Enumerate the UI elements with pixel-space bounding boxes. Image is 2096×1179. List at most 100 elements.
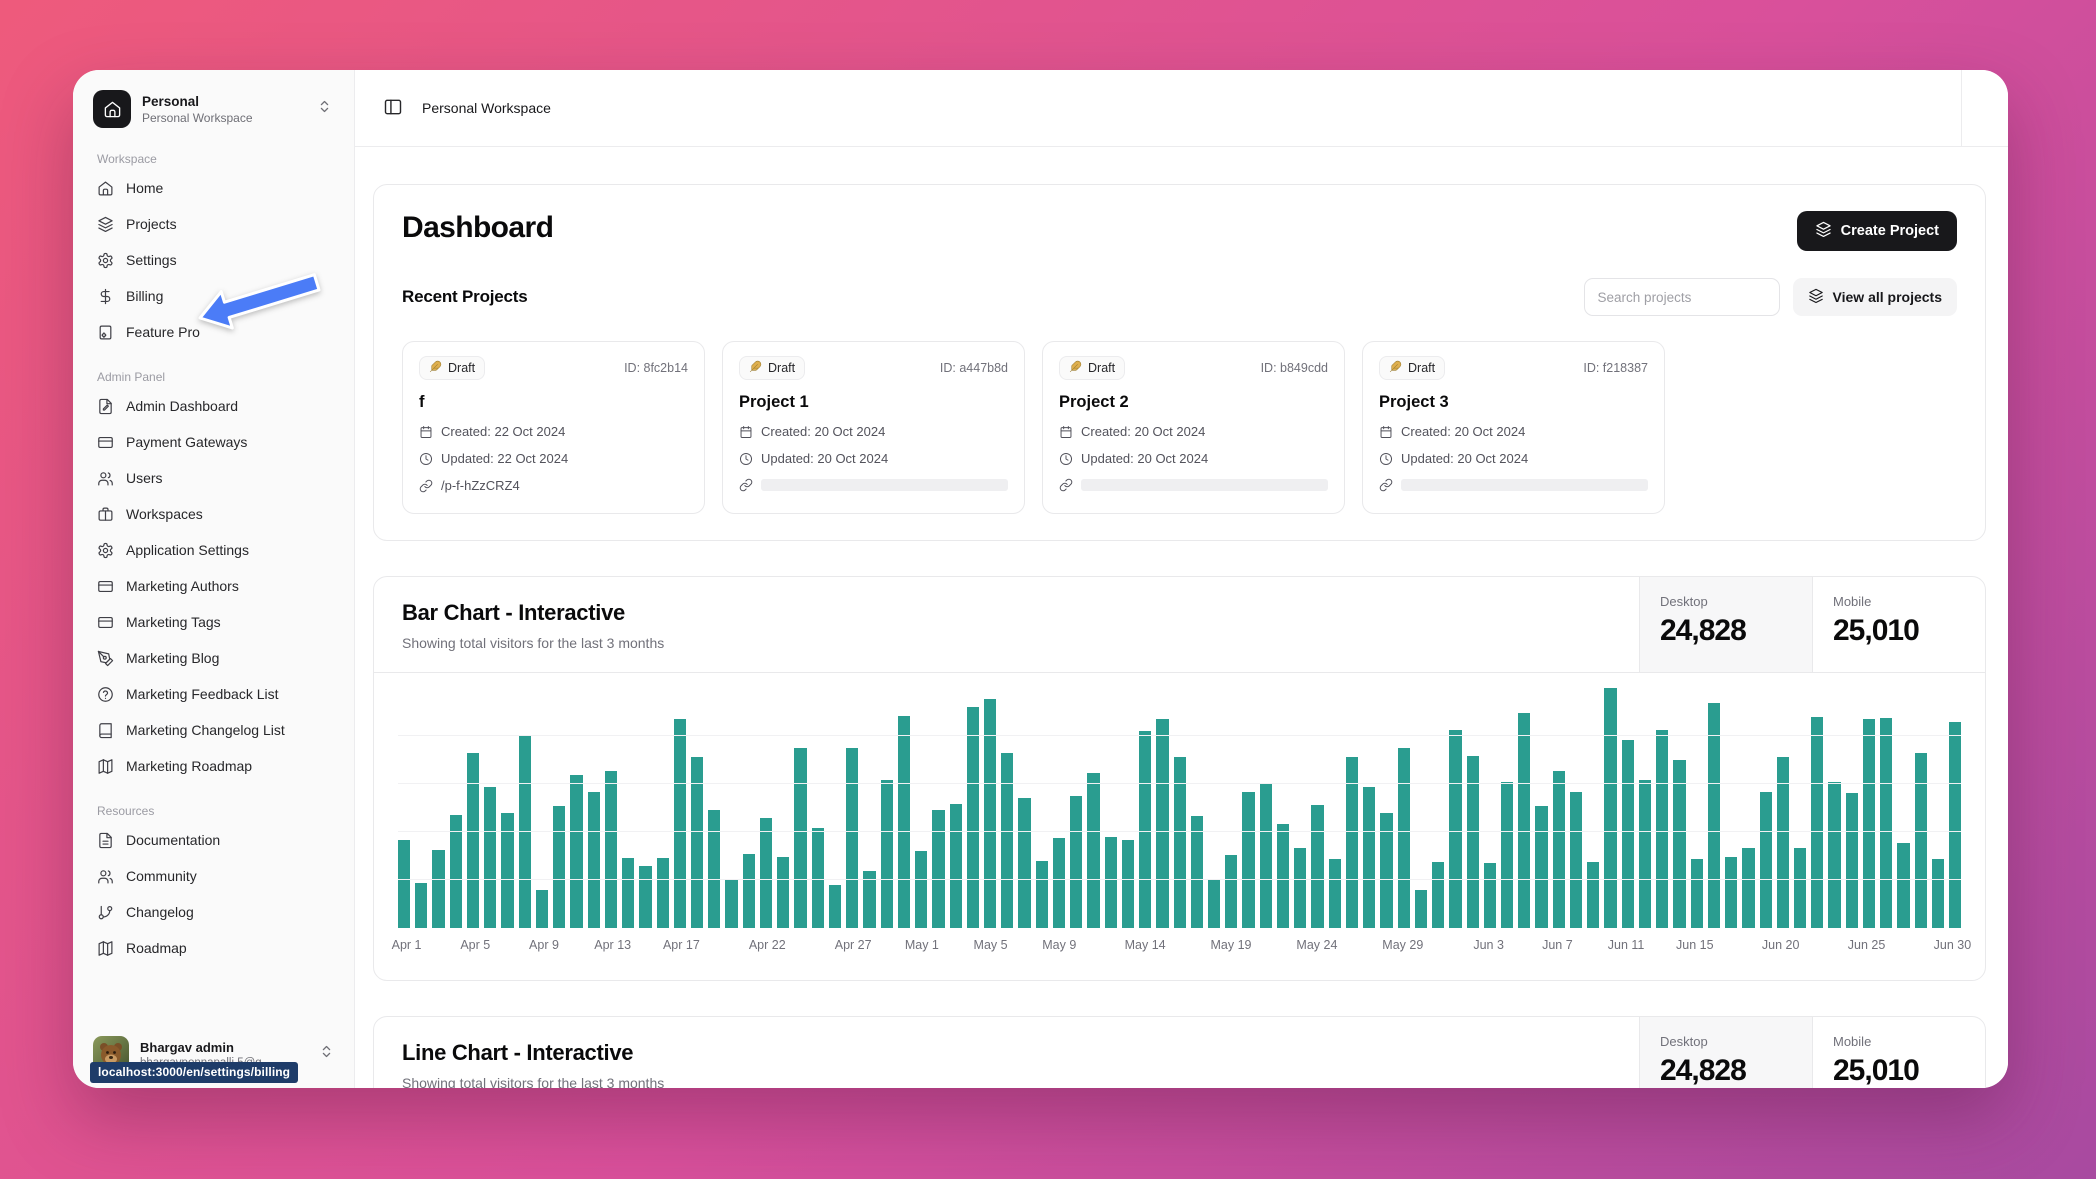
bar[interactable] [449, 814, 462, 928]
bar[interactable] [846, 748, 859, 928]
bar[interactable] [535, 890, 549, 928]
bar[interactable] [466, 753, 480, 928]
bar[interactable] [484, 786, 497, 928]
bar[interactable] [1690, 858, 1703, 928]
sidebar-item-projects[interactable]: Projects [89, 206, 338, 242]
project-link[interactable]: /p-f-hZzCRZ4 [441, 478, 520, 493]
bar[interactable] [1242, 792, 1255, 928]
bar[interactable] [604, 770, 618, 928]
bar[interactable] [1621, 739, 1634, 928]
bar[interactable] [1931, 858, 1945, 928]
bar[interactable] [725, 878, 738, 928]
workspace-switcher[interactable]: Personal Personal Workspace [89, 86, 338, 132]
bar[interactable] [639, 866, 652, 928]
bar[interactable] [932, 810, 945, 928]
bar[interactable] [690, 757, 704, 928]
bar[interactable] [1811, 717, 1824, 928]
bar[interactable] [1518, 712, 1531, 928]
bar[interactable] [1380, 813, 1393, 928]
sidebar-item-community[interactable]: Community [89, 858, 338, 894]
bar[interactable] [1363, 786, 1376, 928]
sidebar-item-admin-dashboard[interactable]: Admin Dashboard [89, 388, 338, 424]
bar[interactable] [1897, 842, 1910, 928]
stat-toggle-mobile[interactable]: Mobile 25,010 [1812, 577, 1985, 672]
bar[interactable] [1018, 798, 1031, 928]
bar[interactable] [708, 809, 721, 928]
bar[interactable] [1121, 840, 1135, 928]
stat-toggle-mobile[interactable]: Mobile 25,010 [1812, 1017, 1985, 1088]
sidebar-item-feature-pro[interactable]: Feature Pro [89, 314, 338, 350]
bar[interactable] [1638, 780, 1652, 928]
bar[interactable] [1087, 773, 1100, 928]
bar[interactable] [1035, 861, 1048, 928]
sidebar-item-documentation[interactable]: Documentation [89, 822, 338, 858]
bar[interactable] [742, 854, 755, 928]
bar[interactable] [1759, 791, 1772, 928]
stat-toggle-desktop[interactable]: Desktop 24,828 [1639, 1017, 1812, 1088]
sidebar-item-billing[interactable]: Billing [89, 278, 338, 314]
bar[interactable] [398, 840, 411, 928]
bar[interactable] [1397, 747, 1410, 928]
bar[interactable] [1052, 838, 1066, 928]
sidebar-item-home[interactable]: Home [89, 170, 338, 206]
project-card[interactable]: Draft ID: 8fc2b14 f Created: 22 Oct 2024… [402, 341, 705, 514]
bar[interactable] [1862, 719, 1876, 928]
sidebar-item-users[interactable]: Users [89, 460, 338, 496]
bar[interactable] [1880, 718, 1893, 928]
bar[interactable] [1793, 847, 1807, 928]
sidebar-item-marketing-authors[interactable]: Marketing Authors [89, 568, 338, 604]
bar[interactable] [553, 805, 566, 928]
bar[interactable] [1225, 855, 1238, 928]
bar[interactable] [1328, 858, 1341, 928]
bar[interactable] [966, 706, 979, 928]
project-card[interactable]: Draft ID: b849cdd Project 2 Created: 20 … [1042, 341, 1345, 514]
bar[interactable] [811, 828, 824, 928]
sidebar-item-marketing-tags[interactable]: Marketing Tags [89, 604, 338, 640]
create-project-button[interactable]: Create Project [1796, 211, 1957, 251]
bar[interactable] [622, 857, 635, 928]
bar[interactable] [1828, 781, 1841, 928]
bar[interactable] [570, 774, 583, 928]
project-card[interactable]: Draft ID: a447b8d Project 1 Created: 20 … [722, 341, 1025, 514]
sidebar-item-marketing-feedback-list[interactable]: Marketing Feedback List [89, 676, 338, 712]
sidebar-item-settings[interactable]: Settings [89, 242, 338, 278]
bar[interactable] [1001, 753, 1014, 928]
bar[interactable] [1604, 688, 1617, 928]
bar[interactable] [1449, 729, 1462, 928]
bar[interactable] [1742, 847, 1755, 928]
bar[interactable] [1311, 804, 1324, 928]
sidebar-item-marketing-changelog-list[interactable]: Marketing Changelog List [89, 712, 338, 748]
bar[interactable] [1156, 718, 1169, 928]
bar[interactable] [863, 870, 876, 928]
bar[interactable] [656, 858, 669, 928]
project-card[interactable]: Draft ID: f218387 Project 3 Created: 20 … [1362, 341, 1665, 514]
bar[interactable] [432, 849, 445, 928]
content-scroll-area[interactable]: Dashboard Create Project Recent Projects… [355, 147, 2008, 1088]
bar[interactable] [518, 736, 531, 928]
bar[interactable] [1259, 782, 1272, 928]
sidebar-item-changelog[interactable]: Changelog [89, 894, 338, 930]
bar[interactable] [1535, 806, 1548, 928]
bar[interactable] [794, 747, 807, 928]
bar[interactable] [828, 884, 842, 928]
bar[interactable] [1673, 759, 1686, 928]
bar[interactable] [1294, 848, 1307, 928]
bar[interactable] [915, 851, 928, 928]
sidebar-item-payment-gateways[interactable]: Payment Gateways [89, 424, 338, 460]
bar[interactable] [1190, 816, 1204, 928]
bar[interactable] [759, 817, 773, 928]
bar[interactable] [1070, 796, 1083, 928]
search-projects-input[interactable] [1583, 278, 1780, 316]
bar[interactable] [1173, 757, 1186, 928]
sidebar-item-application-settings[interactable]: Application Settings [89, 532, 338, 568]
bar[interactable] [1845, 793, 1858, 928]
sidebar-item-marketing-blog[interactable]: Marketing Blog [89, 640, 338, 676]
bar[interactable] [1949, 721, 1962, 928]
bar[interactable] [1208, 878, 1221, 928]
bar[interactable] [1276, 823, 1290, 928]
bar[interactable] [1725, 856, 1738, 928]
bar[interactable] [1345, 756, 1359, 928]
bar[interactable] [1501, 782, 1514, 928]
sidebar-item-roadmap[interactable]: Roadmap [89, 930, 338, 966]
view-all-projects-button[interactable]: View all projects [1792, 278, 1957, 316]
